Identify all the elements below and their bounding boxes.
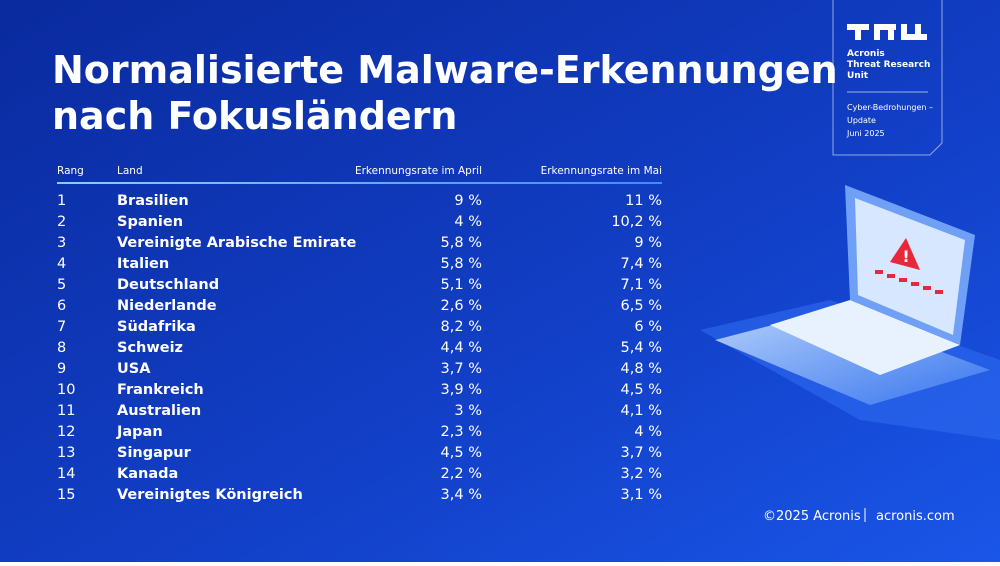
- table-cell: 2,3 %: [441, 424, 482, 440]
- table-cell: 10: [57, 382, 75, 398]
- table-cell: 2,6 %: [441, 298, 482, 314]
- table-cell: 13: [57, 445, 75, 461]
- table-cell: 7: [57, 319, 66, 335]
- laptop-illustration: !: [700, 185, 1000, 440]
- table-cell: 2,2 %: [441, 466, 482, 482]
- table-cell: 9 %: [454, 193, 482, 209]
- table-cell: 5,1 %: [441, 277, 482, 293]
- badge-topic: Juni 2025: [846, 129, 885, 138]
- badge-topic: Cyber-Bedrohungen –: [847, 103, 933, 112]
- footer-site: acronis.com: [876, 509, 955, 524]
- table-cell: 3,4 %: [441, 487, 482, 503]
- table-cell: 7,1 %: [621, 277, 662, 293]
- table-cell: Kanada: [117, 466, 178, 482]
- table-cell: Vereinigtes Königreich: [117, 487, 303, 503]
- svg-text:!: !: [902, 247, 909, 266]
- table-cell: 4,4 %: [441, 340, 482, 356]
- table-cell: 4,1 %: [621, 403, 662, 419]
- table: Rang Land Erkennungsrate im April Erkennung…: [57, 165, 662, 503]
- table-cell: Deutschland: [117, 277, 219, 293]
- badge-org: Threat Research: [847, 60, 930, 70]
- table-cell: 3 %: [454, 403, 482, 419]
- table-cell: 4: [57, 256, 66, 272]
- column-header: Erkennungsrate im Mai: [541, 165, 662, 177]
- table-cell: 2: [57, 214, 66, 230]
- table-cell: 6: [57, 298, 66, 314]
- table-cell: 4,5 %: [441, 445, 482, 461]
- table-cell: Südafrika: [117, 319, 196, 335]
- table-cell: USA: [117, 361, 151, 377]
- table-cell: Schweiz: [117, 340, 183, 356]
- tru-logo: [847, 24, 927, 40]
- table-cell: 11: [57, 403, 75, 419]
- table-cell: 3: [57, 235, 66, 251]
- column-header: Rang: [57, 165, 84, 177]
- table-cell: 5,8 %: [441, 256, 482, 272]
- table-cell: Singapur: [117, 445, 192, 461]
- table-cell: 9: [57, 361, 66, 377]
- footer-copyright: ©2025 Acronis: [763, 509, 861, 524]
- table-cell: Spanien: [117, 214, 183, 230]
- title-line: nach Fokusländern: [52, 94, 457, 138]
- table-cell: 11 %: [625, 193, 662, 209]
- table-cell: 1: [57, 193, 66, 209]
- table-cell: 4,5 %: [621, 382, 662, 398]
- table-cell: 7,4 %: [621, 256, 662, 272]
- badge-org: Unit: [847, 71, 869, 81]
- table-cell: 4,8 %: [621, 361, 662, 377]
- column-header: Erkennungsrate im April: [355, 165, 482, 177]
- header-rule: [57, 182, 662, 184]
- table-cell: 4 %: [634, 424, 662, 440]
- table-cell: 6 %: [634, 319, 662, 335]
- table-cell: 14: [57, 466, 75, 482]
- table-cell: Niederlande: [117, 298, 217, 314]
- table-cell: 3,7 %: [441, 361, 482, 377]
- table-cell: Vereinigte Arabische Emirate: [117, 235, 356, 251]
- table-cell: 3,9 %: [441, 382, 482, 398]
- table-cell: Japan: [116, 424, 163, 440]
- table-cell: 3,1 %: [621, 487, 662, 503]
- table-cell: 5,8 %: [441, 235, 482, 251]
- table-cell: 5: [57, 277, 66, 293]
- table-cell: 5,4 %: [621, 340, 662, 356]
- table-cell: 4 %: [454, 214, 482, 230]
- badge-org: Acronis: [847, 49, 885, 59]
- table-cell: 8,2 %: [441, 319, 482, 335]
- table-cell: 10,2 %: [611, 214, 662, 230]
- table-cell: 3,7 %: [621, 445, 662, 461]
- badge-topic: Update: [847, 116, 876, 125]
- table-cell: 12: [57, 424, 75, 440]
- table-cell: 15: [57, 487, 75, 503]
- title-line: Normalisierte Malware-Erkennungen: [52, 48, 838, 92]
- column-header: Land: [117, 165, 143, 177]
- table-cell: Frankreich: [117, 382, 204, 398]
- table-cell: 3,2 %: [621, 466, 662, 482]
- table-cell: 6,5 %: [621, 298, 662, 314]
- table-cell: 9 %: [634, 235, 662, 251]
- table-cell: 8: [57, 340, 66, 356]
- table-cell: Brasilien: [117, 193, 189, 209]
- table-cell: Australien: [117, 403, 201, 419]
- badge-frame: [832, 0, 943, 156]
- table-cell: Italien: [117, 256, 169, 272]
